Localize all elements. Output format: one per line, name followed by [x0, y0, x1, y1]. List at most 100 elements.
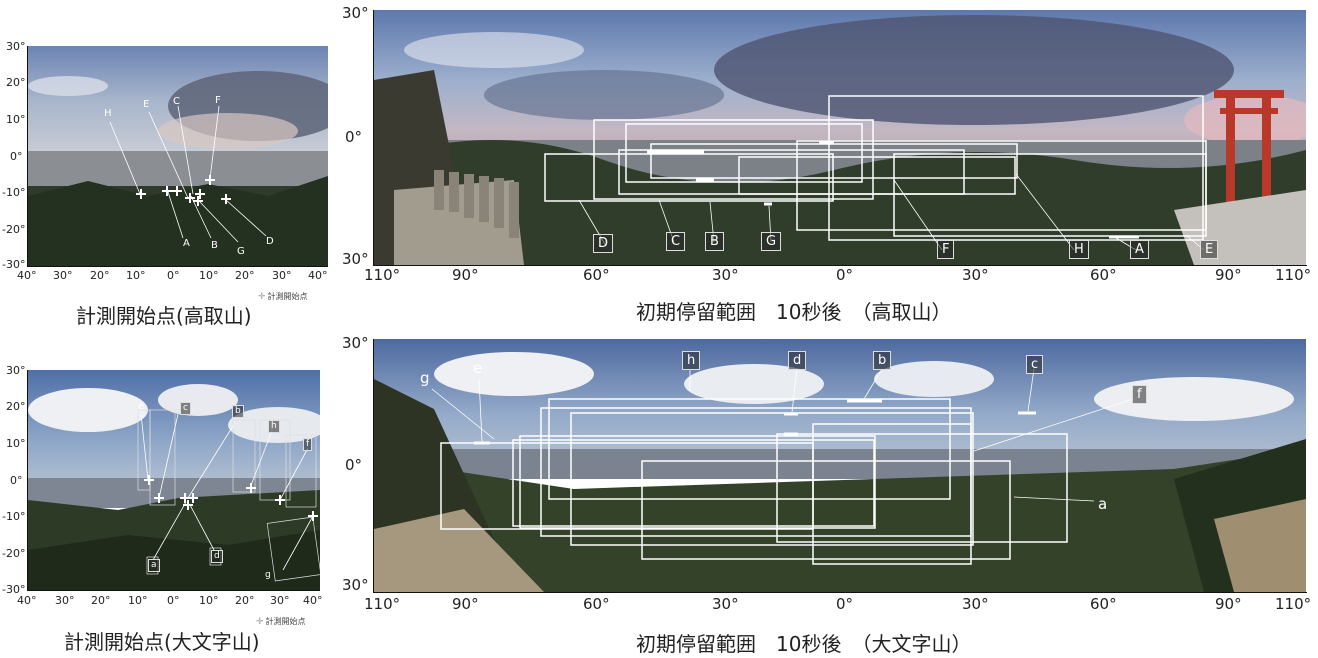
point-label-h: h	[268, 420, 280, 433]
br-xtick-4: 0°	[836, 595, 854, 613]
tr-xtick-2: 60°	[583, 266, 610, 284]
bottom-left-photo: e c b h f a d g	[28, 370, 320, 590]
tl-xtick-5: 10°	[199, 269, 219, 282]
bl-xtick-1: 30°	[55, 594, 75, 607]
box-label-g: g	[420, 369, 430, 387]
start-point-marker-icon: ✛	[256, 617, 264, 627]
tl-caption: 計測開始点(高取山)	[76, 304, 252, 328]
tl-ytick-3: 0°	[10, 150, 23, 163]
point-label-a: a	[148, 559, 160, 572]
box-label-d: d	[788, 351, 807, 370]
tl-legend-note: ✛ 計測開始点	[258, 292, 308, 302]
tr-caption: 初期停留範囲 10秒後 （高取山）	[636, 300, 952, 324]
tr-xtick-5: 30°	[962, 266, 989, 284]
bl-legend-note: ✛ 計測開始点	[256, 617, 306, 627]
br-xtick-5: 30°	[962, 595, 989, 613]
br-xtick-8: 110°	[1275, 595, 1312, 613]
bottom-right-axes	[373, 339, 1307, 593]
bl-ytick-0: 30°	[6, 364, 26, 377]
box-label-B: B	[705, 232, 724, 251]
bottom-left-overlay	[137, 409, 320, 582]
tl-xtick-8: 40°	[308, 269, 328, 282]
bottom-right-photo: g e h d b c f a	[374, 339, 1306, 592]
tl-xtick-6: 20°	[235, 269, 255, 282]
tr-xtick-7: 90°	[1215, 266, 1242, 284]
top-left-overlay	[109, 105, 267, 243]
box-label-D: D	[593, 234, 614, 253]
box-label-h: h	[682, 351, 701, 370]
point-label-A: A	[183, 238, 190, 249]
box-label-f: f	[1132, 385, 1147, 404]
point-label-b: b	[232, 405, 244, 418]
point-label-D: D	[266, 236, 274, 247]
tl-xtick-0: 40°	[17, 269, 37, 282]
box-label-H: H	[1069, 240, 1089, 259]
bl-xtick-2: 20°	[91, 594, 111, 607]
tr-xtick-1: 90°	[452, 266, 479, 284]
bottom-left-axes	[27, 370, 320, 591]
box-label-a: a	[1098, 495, 1108, 513]
bl-xtick-6: 20°	[235, 594, 255, 607]
point-label-H: H	[104, 108, 112, 119]
point-label-F: F	[215, 95, 221, 106]
top-left-photo: H E C F A B G D	[28, 46, 328, 266]
tr-ytick-1: 0°	[345, 128, 363, 146]
tl-xtick-1: 30°	[53, 269, 73, 282]
bl-ytick-6: -30°	[2, 583, 26, 596]
br-xtick-2: 60°	[583, 595, 610, 613]
point-label-e: e	[138, 401, 145, 412]
tl-xtick-7: 30°	[272, 269, 292, 282]
br-ytick-0: 30°	[342, 334, 369, 352]
bl-xtick-5: 10°	[199, 594, 219, 607]
br-xtick-0: 110°	[364, 595, 401, 613]
top-left-scene	[28, 46, 328, 266]
tl-ytick-6: -30°	[2, 258, 26, 271]
point-label-g: g	[265, 570, 271, 580]
br-xtick-7: 90°	[1215, 595, 1242, 613]
tl-ytick-5: -20°	[2, 223, 26, 236]
point-label-d: d	[211, 550, 223, 563]
point-label-c: c	[180, 402, 191, 415]
point-label-E: E	[143, 99, 150, 110]
top-right-photo: D C B G F H A E	[374, 10, 1306, 265]
box-label-E: E	[1200, 240, 1219, 259]
top-left-axes	[27, 46, 328, 267]
tl-ytick-0: 30°	[6, 40, 26, 53]
tr-ytick-0: 30°	[342, 4, 369, 22]
tl-ytick-4: -10°	[2, 186, 26, 199]
bl-xtick-8: 40°	[303, 594, 323, 607]
box-label-e: e	[473, 359, 483, 377]
box-label-C: C	[666, 232, 686, 251]
tl-ytick-2: 10°	[6, 113, 26, 126]
box-label-A: A	[1130, 240, 1149, 259]
bl-ytick-3: 0°	[10, 474, 23, 487]
box-label-b: b	[873, 351, 892, 370]
tr-xtick-4: 0°	[836, 266, 854, 284]
box-label-c: c	[1026, 355, 1044, 374]
point-label-C: C	[173, 96, 180, 107]
tl-xtick-4: 0°	[167, 269, 180, 282]
point-label-B: B	[211, 240, 218, 251]
bottom-right-boxes	[431, 368, 1140, 565]
bl-ytick-2: 10°	[6, 437, 26, 450]
box-label-G: G	[761, 232, 782, 251]
br-xtick-6: 60°	[1090, 595, 1117, 613]
br-ytick-2: 30°	[342, 576, 369, 594]
point-label-G: G	[237, 246, 245, 257]
box-label-F: F	[937, 240, 955, 259]
bl-caption: 計測開始点(大文字山)	[64, 630, 260, 654]
tr-xtick-6: 60°	[1090, 266, 1117, 284]
bl-xtick-3: 10°	[128, 594, 148, 607]
top-right-scene	[374, 10, 1306, 265]
tl-ytick-1: 20°	[6, 76, 26, 89]
br-caption: 初期停留範囲 10秒後 （大文字山）	[636, 632, 972, 656]
top-right-axes	[373, 10, 1307, 266]
bl-ytick-4: -10°	[2, 510, 26, 523]
bl-xtick-0: 40°	[17, 594, 37, 607]
br-xtick-3: 30°	[712, 595, 739, 613]
bl-ytick-1: 20°	[6, 400, 26, 413]
tl-xtick-2: 20°	[90, 269, 110, 282]
bl-ytick-5: -20°	[2, 547, 26, 560]
tr-xtick-0: 110°	[364, 266, 401, 284]
br-ytick-1: 0°	[345, 456, 363, 474]
